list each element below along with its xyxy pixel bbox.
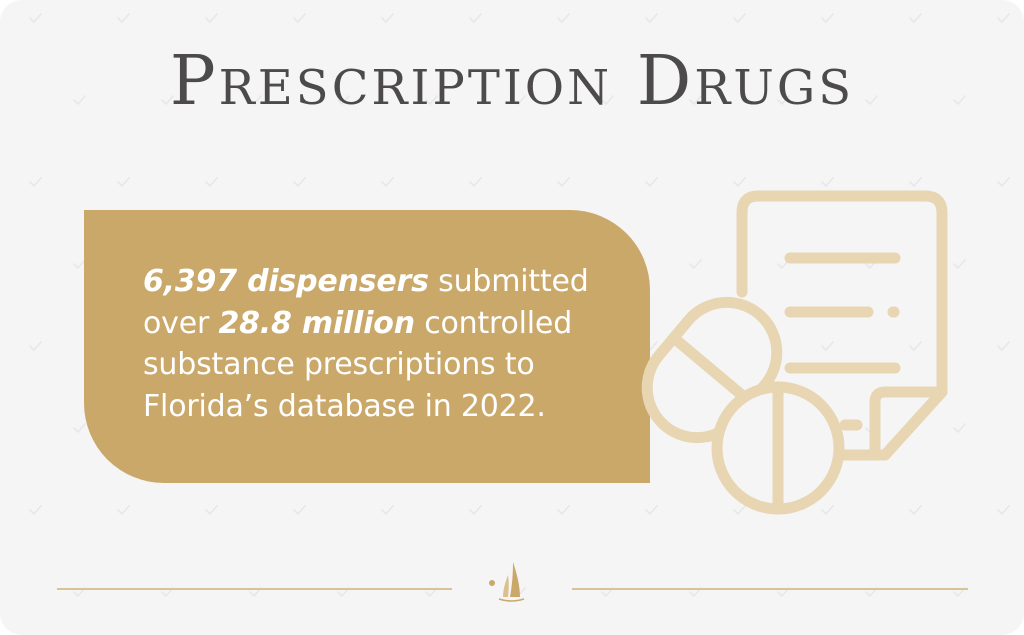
stat-text: 6,397 dispensers submitted over 28.8 mil… [143,261,633,427]
footer-rule-left [57,588,452,590]
prescriptions-count: 28.8 million [218,305,415,341]
page-title: Prescription Drugs [169,42,855,121]
stat-text-part-1: submitted over [143,264,589,341]
stat-text-part-2: controlled substance prescriptions to Fl… [143,305,573,424]
footer-rule-right [572,588,968,590]
prescription-pills-icon [641,190,948,515]
stat-box [84,210,650,483]
dispensers-count: 6,397 dispensers [143,264,429,299]
sailboat-logo-icon [489,562,525,602]
